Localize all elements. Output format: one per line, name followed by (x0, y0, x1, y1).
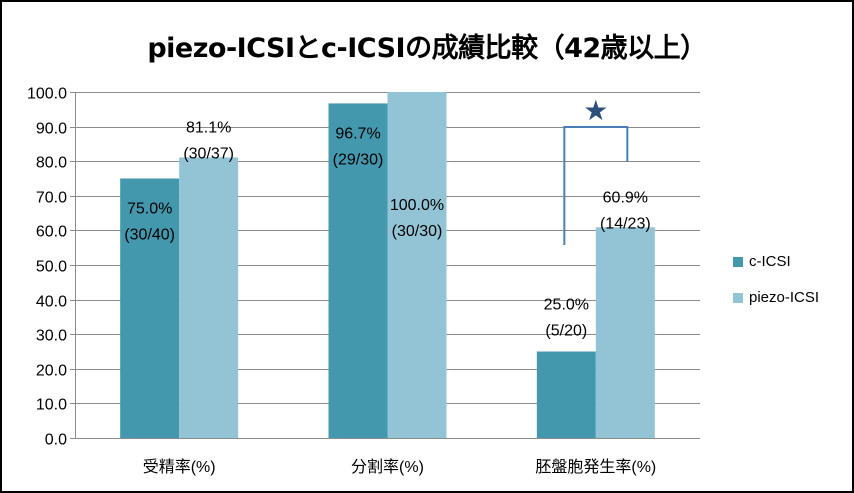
data-label: (14/23) (600, 215, 651, 232)
x-tick-label: 分割率(%) (351, 458, 424, 476)
bar-c-icsi (120, 178, 180, 438)
legend-swatch-piezo-icsi (733, 293, 743, 303)
data-label: 100.0% (390, 197, 444, 214)
legend-swatch-c-icsi (733, 257, 743, 267)
bar-c-icsi (328, 103, 388, 438)
legend-label-c-icsi: c-ICSI (749, 253, 791, 270)
x-tick-label: 受精率(%) (143, 458, 216, 476)
data-label: (30/37) (183, 145, 234, 162)
bar-c-icsi (536, 351, 596, 438)
bar-piezo-icsi (179, 157, 239, 439)
data-label: (5/20) (545, 323, 587, 340)
y-tick-label: 20.0 (36, 363, 67, 380)
chart-title: piezo-ICSIとc-ICSIの成績比較（42歳以上） (147, 33, 707, 64)
significance-star: ★ (583, 94, 608, 127)
data-label: (30/30) (392, 223, 443, 240)
data-label: 81.1% (186, 119, 231, 136)
y-tick-label: 70.0 (36, 190, 67, 207)
bar-piezo-icsi (595, 227, 655, 438)
y-tick-label: 80.0 (36, 155, 67, 172)
y-tick-label: 0.0 (45, 432, 67, 449)
y-tick-label: 10.0 (36, 397, 67, 414)
y-tick-label: 60.0 (36, 224, 67, 241)
legend-label-piezo-icsi: piezo-ICSI (749, 289, 820, 306)
bar-piezo-icsi (387, 92, 447, 438)
data-label: (29/30) (333, 151, 384, 168)
data-label: (30/40) (124, 227, 175, 244)
y-tick-label: 40.0 (36, 294, 67, 311)
data-label: 96.7% (335, 125, 380, 142)
y-tick-label: 50.0 (36, 259, 67, 276)
data-label: 60.9% (603, 189, 648, 206)
significance-bracket (563, 126, 629, 245)
data-label: 25.0% (544, 297, 589, 314)
y-tick-label: 100.0 (27, 86, 67, 103)
y-tick-label: 30.0 (36, 328, 67, 345)
data-label: 75.0% (127, 201, 172, 218)
y-tick-label: 90.0 (36, 121, 67, 138)
x-tick-label: 胚盤胞発生率(%) (535, 458, 656, 476)
